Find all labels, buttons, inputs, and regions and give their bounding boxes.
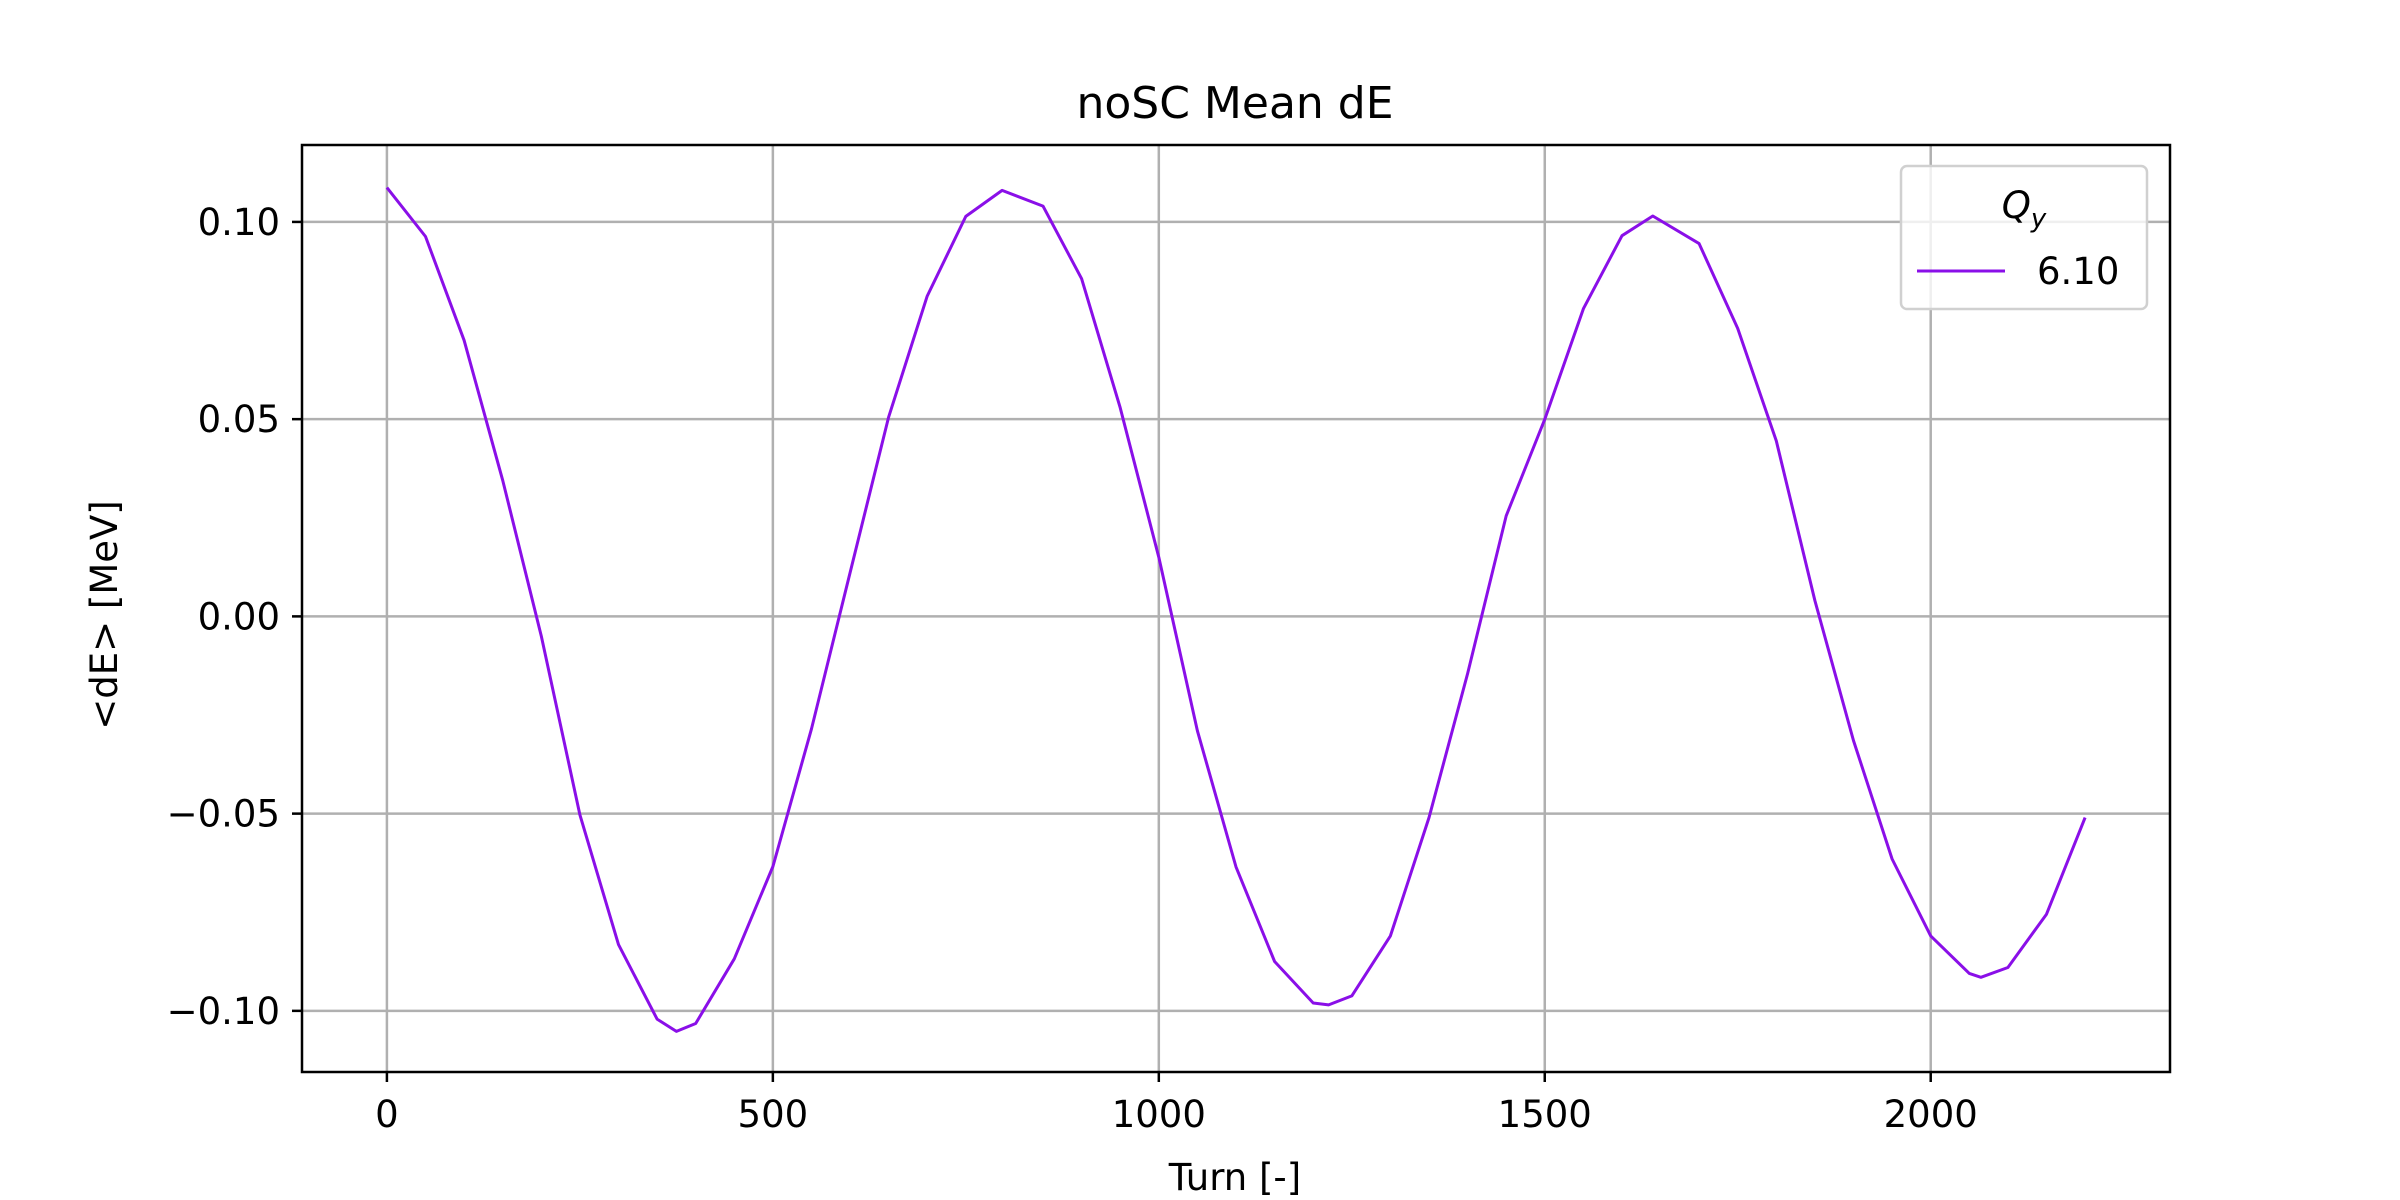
x-tick-label: 500 — [738, 1093, 809, 1136]
grid — [302, 145, 2170, 1072]
series-line — [385, 186, 2087, 1033]
y-tick-label: −0.05 — [167, 793, 280, 836]
x-tick-label: 2000 — [1884, 1093, 1978, 1136]
x-tick-label: 1000 — [1112, 1093, 1206, 1136]
series-layer — [385, 186, 2087, 1033]
y-axis: 0.10 0.05 0.00 −0.05 −0.10 — [167, 201, 302, 1033]
legend: Qy 6.10 — [1899, 164, 2149, 311]
y-tick-label: 0.10 — [198, 201, 280, 244]
x-tick-label: 0 — [375, 1093, 399, 1136]
plot-frame — [300, 143, 2172, 1074]
x-axis-label: Turn [-] — [1168, 1156, 1301, 1199]
legend-title: Qy — [2002, 184, 2047, 234]
x-tick-label: 1500 — [1498, 1093, 1592, 1136]
y-tick-label: −0.10 — [167, 990, 280, 1033]
chart-title: noSC Mean dE — [1076, 78, 1393, 129]
y-axis-label: <dE> [MeV] — [83, 500, 126, 730]
legend-box — [1899, 164, 2149, 311]
y-tick-label: 0.05 — [198, 398, 280, 441]
y-tick-label: 0.00 — [198, 595, 280, 638]
legend-entry-label: 6.10 — [2037, 250, 2119, 293]
x-axis: 0 500 1000 1500 2000 — [375, 1072, 1978, 1136]
